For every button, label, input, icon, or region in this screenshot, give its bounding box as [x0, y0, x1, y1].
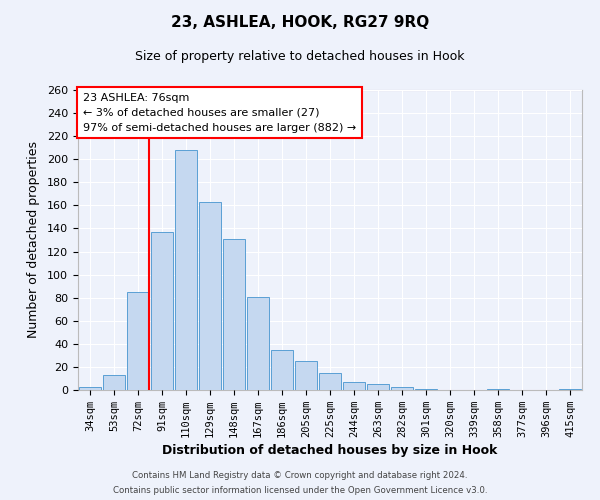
Bar [151, 232, 173, 390]
Text: 23, ASHLEA, HOOK, RG27 9RQ: 23, ASHLEA, HOOK, RG27 9RQ [171, 15, 429, 30]
Text: Contains public sector information licensed under the Open Government Licence v3: Contains public sector information licen… [113, 486, 487, 495]
Bar [199, 202, 221, 390]
Bar [559, 389, 581, 390]
Bar [487, 389, 509, 390]
Bar [247, 296, 269, 390]
Bar [223, 239, 245, 390]
Bar [79, 386, 101, 390]
Text: 23 ASHLEA: 76sqm
← 3% of detached houses are smaller (27)
97% of semi-detached h: 23 ASHLEA: 76sqm ← 3% of detached houses… [83, 93, 356, 132]
Bar [103, 375, 125, 390]
Y-axis label: Number of detached properties: Number of detached properties [27, 142, 40, 338]
Bar [415, 389, 437, 390]
X-axis label: Distribution of detached houses by size in Hook: Distribution of detached houses by size … [163, 444, 497, 457]
Bar [367, 384, 389, 390]
Bar [127, 292, 149, 390]
Bar [271, 350, 293, 390]
Text: Contains HM Land Registry data © Crown copyright and database right 2024.: Contains HM Land Registry data © Crown c… [132, 471, 468, 480]
Bar [295, 361, 317, 390]
Bar [319, 372, 341, 390]
Bar [343, 382, 365, 390]
Text: Size of property relative to detached houses in Hook: Size of property relative to detached ho… [135, 50, 465, 63]
Bar [391, 386, 413, 390]
Bar [175, 150, 197, 390]
